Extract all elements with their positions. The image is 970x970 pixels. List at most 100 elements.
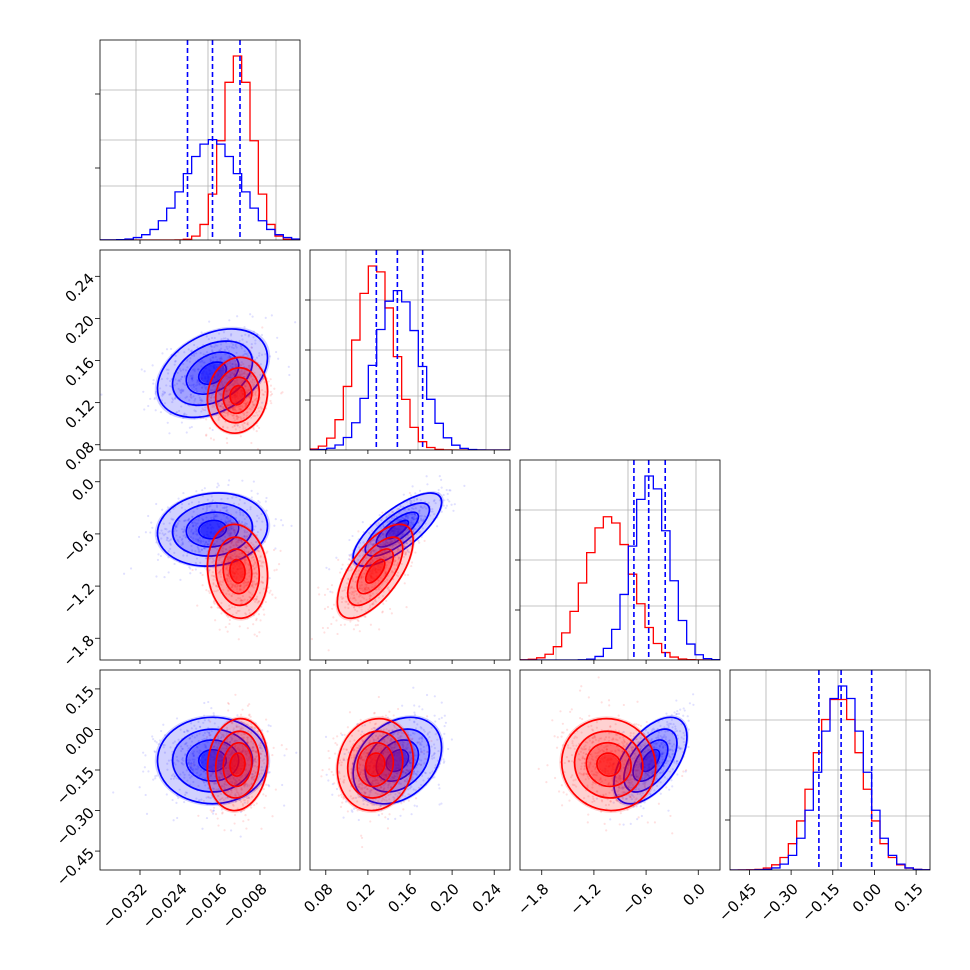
scatter-point xyxy=(382,544,385,547)
scatter-point xyxy=(228,740,231,744)
scatter-point xyxy=(387,817,390,821)
scatter-point xyxy=(397,575,400,578)
scatter-point xyxy=(227,479,231,482)
scatter-point xyxy=(235,351,238,354)
scatter-point xyxy=(252,598,255,601)
scatter-point xyxy=(246,389,249,392)
scatter-point xyxy=(172,742,175,745)
scatter-point xyxy=(199,539,202,542)
scatter-point xyxy=(341,589,344,593)
scatter-point xyxy=(374,739,378,742)
scatter-point xyxy=(233,782,236,785)
scatter-point xyxy=(230,527,233,530)
scatter-point xyxy=(189,384,193,387)
scatter-point xyxy=(433,695,436,698)
scatter-point xyxy=(188,517,191,520)
scatter-point xyxy=(245,402,248,405)
scatter-point xyxy=(184,793,187,796)
scatter-point xyxy=(230,528,233,531)
scatter-point xyxy=(253,567,256,570)
scatter-point xyxy=(246,738,249,741)
scatter-point xyxy=(383,542,387,545)
scatter-point xyxy=(257,613,260,616)
scatter-point xyxy=(204,406,207,409)
scatter-point xyxy=(241,804,245,807)
scatter-point xyxy=(400,743,404,746)
scatter-point xyxy=(225,547,228,551)
scatter-point xyxy=(182,491,185,495)
scatter-point xyxy=(251,585,254,588)
scatter-point xyxy=(231,554,235,557)
scatter-point xyxy=(201,507,205,510)
scatter-point xyxy=(382,544,386,547)
scatter-point xyxy=(250,777,253,780)
scatter-point xyxy=(239,776,242,779)
scatter-point xyxy=(229,753,232,756)
scatter-point xyxy=(243,402,247,405)
scatter-point xyxy=(246,801,249,805)
scatter-point xyxy=(428,736,431,739)
scatter-point xyxy=(367,543,370,546)
scatter-point xyxy=(180,538,183,542)
scatter-point xyxy=(232,804,235,807)
scatter-point xyxy=(254,339,257,342)
scatter-point xyxy=(216,771,219,774)
scatter-point xyxy=(162,743,165,747)
scatter-point xyxy=(183,525,186,528)
scatter-point xyxy=(212,809,215,812)
scatter-point xyxy=(402,555,406,559)
scatter-point xyxy=(354,624,357,627)
scatter-point xyxy=(179,369,182,372)
density-fill xyxy=(366,560,384,582)
scatter-point xyxy=(421,527,424,530)
scatter-point xyxy=(368,531,371,535)
scatter-point xyxy=(253,545,256,548)
scatter-point xyxy=(406,515,409,518)
scatter-point xyxy=(182,390,185,393)
scatter-point xyxy=(243,809,246,812)
scatter-point xyxy=(274,547,277,550)
scatter-point xyxy=(422,752,426,755)
scatter-point xyxy=(227,529,230,532)
scatter-point xyxy=(264,500,267,503)
scatter-point xyxy=(247,763,251,767)
scatter-point xyxy=(217,824,220,827)
scatter-point xyxy=(229,555,232,559)
scatter-point xyxy=(208,557,211,560)
scatter-point xyxy=(354,796,358,799)
scatter-point xyxy=(262,762,266,765)
scatter-point xyxy=(409,494,413,497)
scatter-point xyxy=(218,628,221,631)
scatter-point xyxy=(154,392,157,395)
scatter-point xyxy=(247,580,250,584)
scatter-point xyxy=(212,509,216,512)
scatter-point xyxy=(228,607,232,610)
scatter-point xyxy=(228,355,231,358)
scatter-point xyxy=(231,585,234,588)
scatter-point xyxy=(450,503,453,506)
scatter-point xyxy=(226,580,229,583)
scatter-point xyxy=(240,750,244,753)
scatter-point xyxy=(212,543,215,546)
scatter-point xyxy=(238,625,241,628)
scatter-point xyxy=(246,736,249,739)
scatter-point xyxy=(240,788,243,791)
scatter-point xyxy=(452,509,455,512)
scatter-point xyxy=(226,577,229,580)
scatter-point xyxy=(221,384,224,387)
scatter-point xyxy=(183,800,186,804)
scatter-point xyxy=(218,392,221,395)
y-tick-label: −0.15 xyxy=(53,763,98,808)
scatter-point xyxy=(229,545,232,548)
scatter-point xyxy=(227,756,230,759)
scatter-point xyxy=(195,528,198,532)
scatter-point xyxy=(396,562,399,565)
scatter-point xyxy=(285,748,288,751)
scatter-point xyxy=(252,336,255,339)
scatter-point xyxy=(217,387,221,390)
scatter-point xyxy=(385,566,388,569)
scatter-point xyxy=(251,406,254,409)
scatter-point xyxy=(187,747,190,750)
scatter-point xyxy=(214,782,218,785)
scatter-point xyxy=(362,541,365,544)
